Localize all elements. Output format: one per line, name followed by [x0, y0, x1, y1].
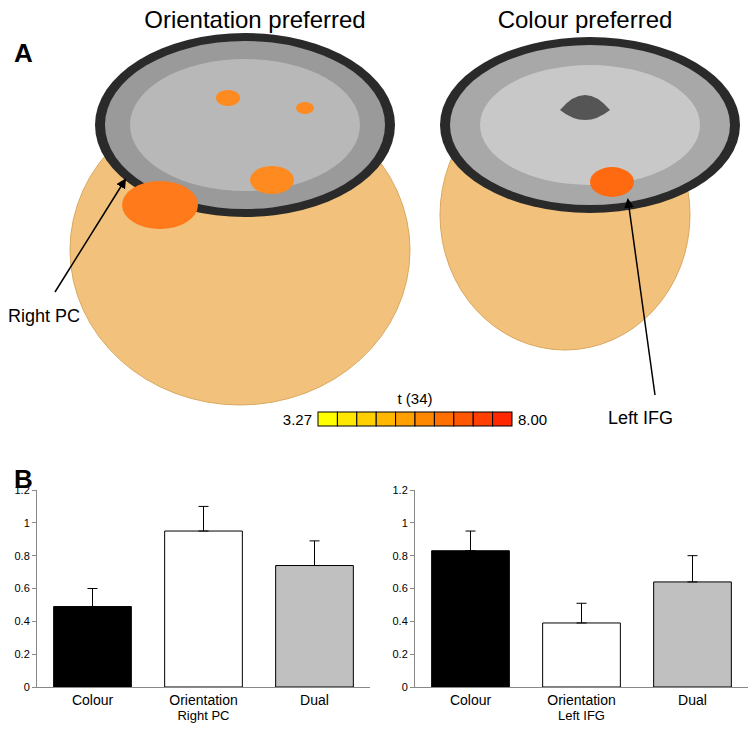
svg-text:Right PC: Right PC — [8, 306, 80, 326]
svg-text:3.27: 3.27 — [283, 411, 312, 428]
svg-text:0.4: 0.4 — [393, 615, 408, 627]
svg-text:B: B — [14, 464, 33, 494]
svg-text:Dual: Dual — [300, 692, 329, 708]
svg-text:Colour: Colour — [72, 692, 114, 708]
svg-text:0.2: 0.2 — [15, 648, 30, 660]
svg-text:Orientation: Orientation — [547, 692, 615, 708]
svg-text:0.8: 0.8 — [393, 550, 408, 562]
svg-text:0.8: 0.8 — [15, 550, 30, 562]
svg-text:1: 1 — [24, 517, 30, 529]
svg-text:1: 1 — [402, 517, 408, 529]
svg-text:0: 0 — [402, 681, 408, 693]
svg-text:Colour preferred: Colour preferred — [498, 6, 673, 33]
svg-text:Dual: Dual — [678, 692, 707, 708]
svg-text:Orientation preferred: Orientation preferred — [144, 6, 365, 33]
svg-text:1.2: 1.2 — [393, 484, 408, 496]
svg-text:0: 0 — [24, 681, 30, 693]
svg-text:8.00: 8.00 — [518, 411, 547, 428]
svg-text:Colour: Colour — [450, 692, 492, 708]
svg-text:0.6: 0.6 — [15, 582, 30, 594]
svg-text:0.4: 0.4 — [15, 615, 30, 627]
svg-text:A: A — [14, 38, 33, 68]
svg-text:Left IFG: Left IFG — [558, 708, 605, 723]
svg-text:t (34): t (34) — [397, 390, 432, 407]
svg-text:1.2: 1.2 — [15, 484, 30, 496]
svg-text:Right PC: Right PC — [177, 708, 229, 723]
svg-text:0.6: 0.6 — [393, 582, 408, 594]
svg-text:0.2: 0.2 — [393, 648, 408, 660]
svg-text:Orientation: Orientation — [169, 692, 237, 708]
svg-text:Left IFG: Left IFG — [608, 408, 673, 428]
